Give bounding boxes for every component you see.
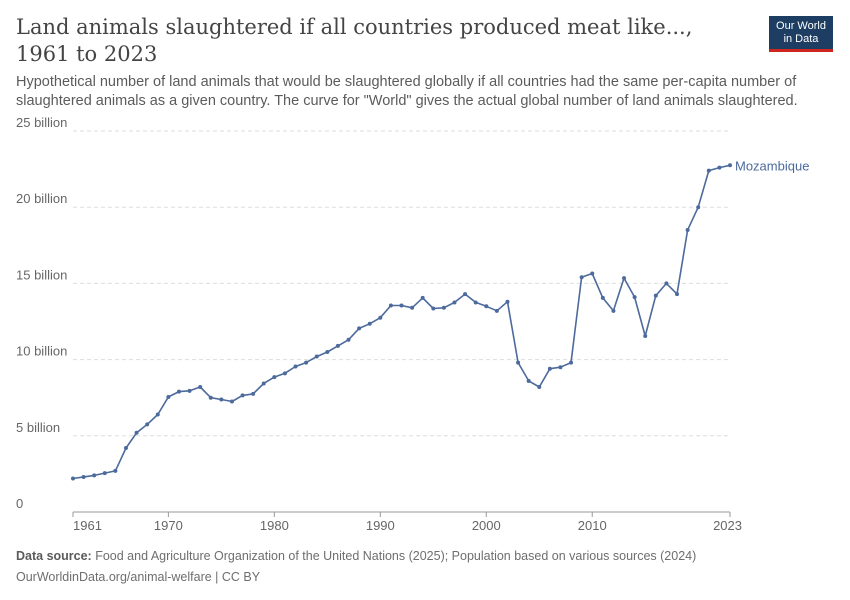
- data-point[interactable]: [452, 300, 457, 305]
- y-tick-label: 0: [16, 496, 23, 511]
- data-point[interactable]: [558, 365, 563, 370]
- data-point[interactable]: [728, 163, 732, 168]
- data-point[interactable]: [219, 397, 224, 402]
- data-point[interactable]: [537, 385, 542, 390]
- data-point[interactable]: [176, 389, 181, 394]
- attribution-link[interactable]: OurWorldinData.org/animal-welfare | CC B…: [16, 570, 261, 584]
- data-point[interactable]: [569, 360, 574, 365]
- owid-logo[interactable]: Our World in Data: [769, 16, 833, 52]
- data-point[interactable]: [145, 422, 150, 427]
- data-point[interactable]: [611, 308, 616, 313]
- data-point[interactable]: [441, 305, 446, 310]
- data-point[interactable]: [643, 333, 648, 338]
- data-point[interactable]: [547, 366, 552, 371]
- data-point[interactable]: [675, 292, 680, 297]
- data-point[interactable]: [166, 394, 171, 399]
- data-source-note: Data source: Food and Agriculture Organi…: [16, 549, 696, 563]
- gridlines: [73, 130, 730, 437]
- logo-line-2: in Data: [783, 33, 819, 45]
- data-source-text: Food and Agriculture Organization of the…: [95, 549, 697, 563]
- x-tick-label: 2000: [472, 518, 501, 533]
- series-line-mozambique[interactable]: [72, 164, 731, 480]
- data-point[interactable]: [600, 295, 605, 300]
- y-tick-label: 15 billion: [16, 267, 67, 282]
- data-point[interactable]: [314, 354, 319, 359]
- data-point[interactable]: [473, 300, 478, 305]
- data-point[interactable]: [696, 205, 701, 210]
- data-point[interactable]: [251, 391, 256, 396]
- data-point[interactable]: [187, 388, 192, 393]
- x-tick-label: 1990: [366, 518, 395, 533]
- x-tick-label: 2023: [713, 518, 742, 533]
- data-point[interactable]: [123, 445, 128, 450]
- x-tick-label: 1970: [154, 518, 183, 533]
- data-point[interactable]: [272, 375, 277, 380]
- data-point[interactable]: [632, 295, 637, 300]
- data-point[interactable]: [664, 281, 669, 286]
- data-point[interactable]: [335, 343, 340, 348]
- data-point[interactable]: [399, 303, 404, 308]
- data-point[interactable]: [516, 360, 521, 365]
- data-point[interactable]: [304, 360, 309, 365]
- data-point[interactable]: [282, 371, 287, 376]
- data-point[interactable]: [653, 293, 658, 298]
- data-point[interactable]: [378, 315, 383, 320]
- data-point[interactable]: [431, 306, 436, 311]
- data-point[interactable]: [579, 275, 584, 280]
- data-point[interactable]: [71, 476, 75, 481]
- x-axis: 1961 1970 1980 1990 2000 2010 2023: [72, 511, 742, 533]
- x-tick-label: 1961: [73, 518, 102, 533]
- chart-title: Land animals slaughtered if all countrie…: [16, 15, 693, 66]
- y-tick-label: 5 billion: [16, 420, 60, 435]
- y-tick-label: 20 billion: [16, 191, 67, 206]
- data-point[interactable]: [229, 399, 234, 404]
- data-point[interactable]: [388, 303, 393, 308]
- data-point[interactable]: [410, 305, 415, 310]
- chart-subtitle: Hypothetical number of land animals that…: [16, 74, 798, 109]
- y-tick-label: 25 billion: [16, 115, 67, 130]
- data-point[interactable]: [261, 381, 266, 386]
- y-axis-tick-labels: 0 5 billion 10 billion 15 billion 20 billion…: [16, 115, 67, 511]
- data-point[interactable]: [685, 228, 690, 233]
- data-point[interactable]: [505, 299, 510, 304]
- data-point[interactable]: [293, 364, 298, 369]
- data-point[interactable]: [240, 393, 245, 398]
- data-point[interactable]: [357, 326, 362, 331]
- data-point[interactable]: [134, 430, 139, 435]
- data-point[interactable]: [367, 321, 372, 326]
- data-point[interactable]: [208, 395, 213, 400]
- data-point[interactable]: [102, 471, 107, 476]
- data-point[interactable]: [198, 385, 203, 390]
- data-source-label: Data source:: [16, 549, 92, 563]
- data-point[interactable]: [463, 292, 468, 297]
- data-point[interactable]: [590, 271, 595, 276]
- logo-line-1: Our World: [776, 20, 826, 32]
- y-tick-label: 10 billion: [16, 344, 67, 359]
- series-label[interactable]: Mozambique: [735, 158, 809, 173]
- data-point[interactable]: [155, 412, 160, 417]
- data-point[interactable]: [622, 276, 627, 281]
- data-point[interactable]: [484, 304, 489, 309]
- data-point[interactable]: [113, 468, 118, 473]
- data-point[interactable]: [81, 474, 86, 479]
- data-point[interactable]: [706, 168, 711, 173]
- data-point[interactable]: [526, 378, 531, 383]
- data-point[interactable]: [325, 349, 330, 354]
- data-point[interactable]: [717, 165, 722, 170]
- data-point[interactable]: [92, 473, 97, 478]
- data-point[interactable]: [346, 337, 351, 342]
- x-tick-label: 1980: [260, 518, 289, 533]
- x-tick-label: 2010: [578, 518, 607, 533]
- series-lines: Mozambique: [71, 158, 809, 481]
- data-point[interactable]: [420, 295, 425, 300]
- data-point[interactable]: [494, 308, 499, 313]
